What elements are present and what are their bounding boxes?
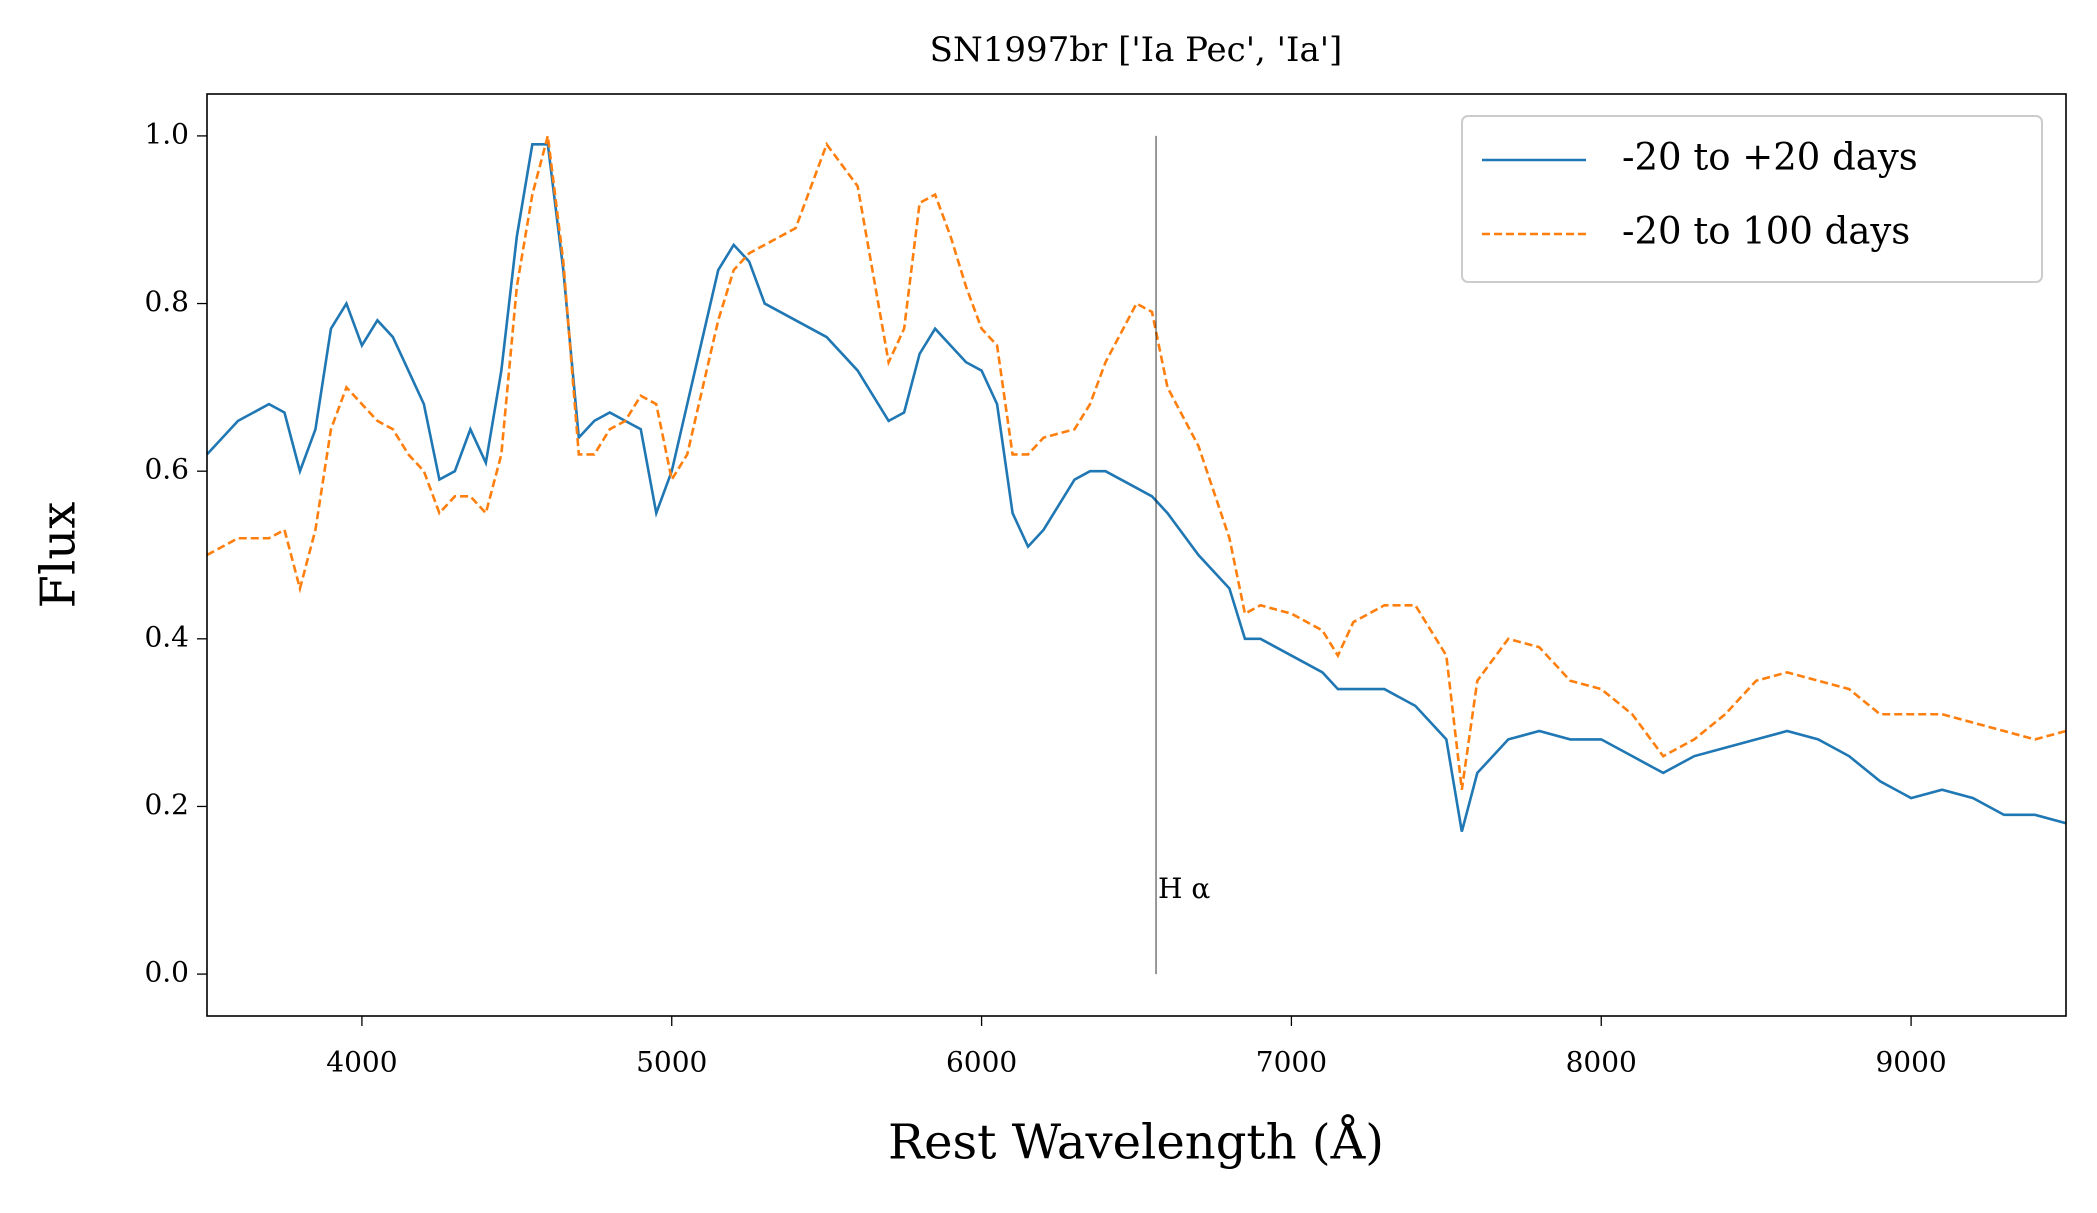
x-tick-label: 8000 (1566, 1046, 1637, 1079)
legend-label: -20 to +20 days (1622, 136, 1918, 179)
y-tick-label: 0.2 (144, 788, 189, 821)
x-tick-label: 5000 (636, 1046, 707, 1079)
x-tick-label: 9000 (1875, 1046, 1946, 1079)
series-line (207, 135, 2066, 790)
legend-label: -20 to 100 days (1622, 210, 1910, 253)
x-tick-label: 4000 (326, 1046, 397, 1079)
x-tick-label: 7000 (1256, 1046, 1327, 1079)
y-tick-label: 1.0 (144, 117, 189, 150)
x-axis-label: Rest Wavelength (Å) (888, 1114, 1384, 1171)
y-tick-label: 0.8 (144, 285, 189, 318)
x-tick-label: 6000 (946, 1046, 1017, 1079)
annotation-label: H α (1158, 872, 1210, 905)
y-tick-label: 0.0 (144, 956, 189, 989)
y-tick-label: 0.4 (144, 620, 189, 653)
plot-frame (206, 93, 2067, 1017)
series-line (207, 142, 2066, 832)
y-axis-label: Flux (31, 502, 87, 609)
legend-box (1461, 115, 2043, 283)
y-tick-label: 0.6 (144, 453, 189, 486)
chart-title: SN1997br ['Ia Pec', 'Ia'] (930, 30, 1343, 70)
